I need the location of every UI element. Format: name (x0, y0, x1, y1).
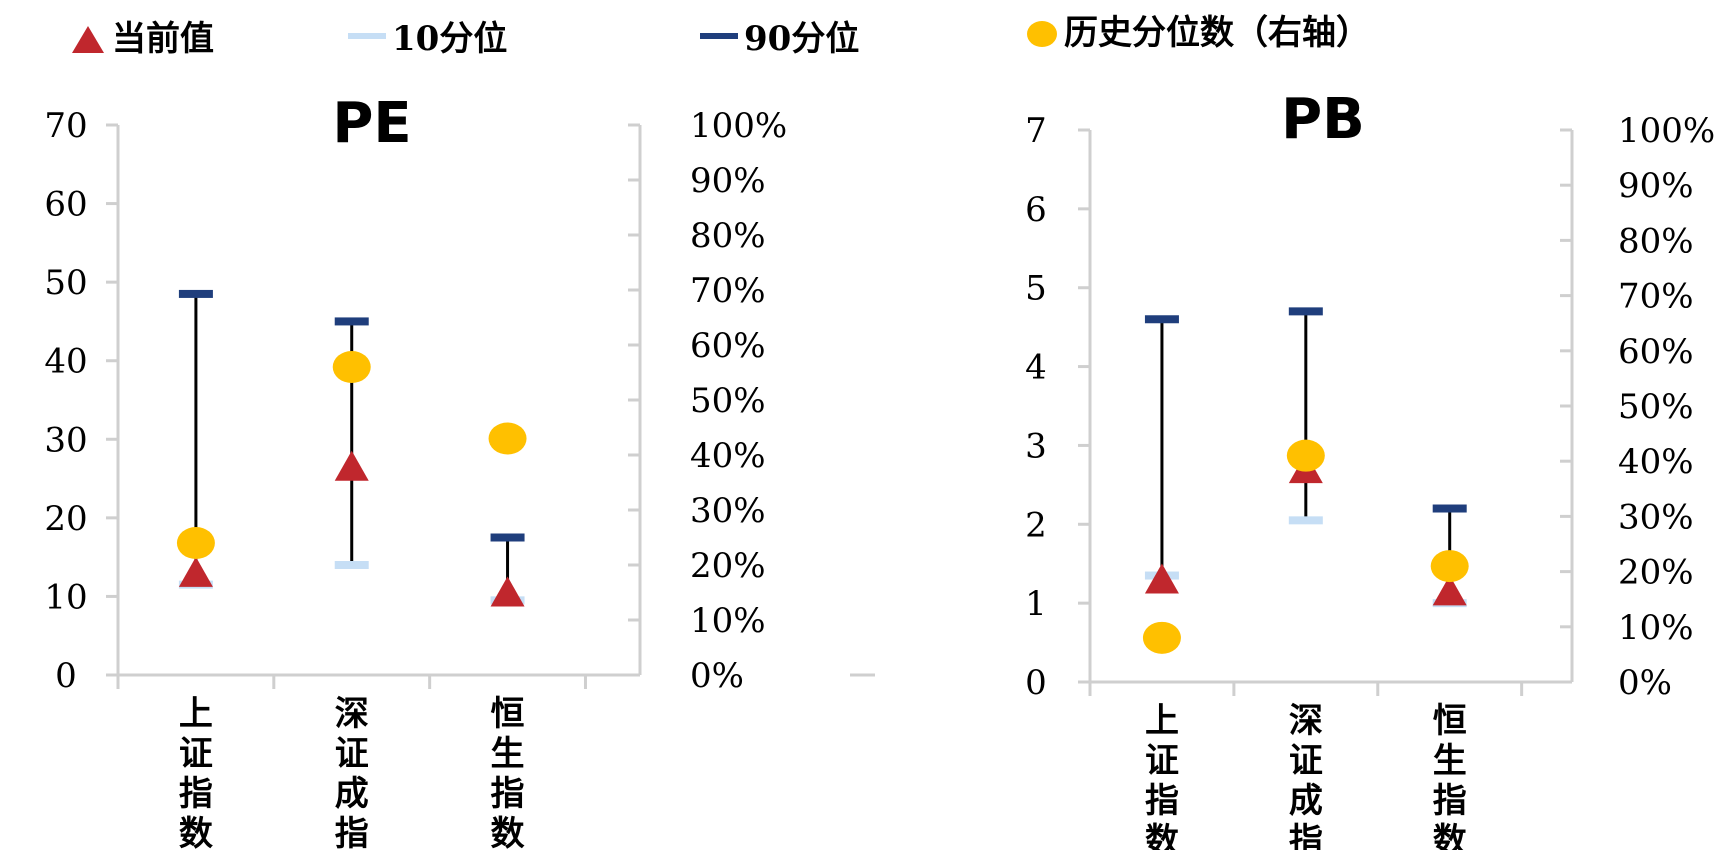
legend-label-p10: 10分位 (392, 19, 507, 59)
right-tick-label: 30% (690, 491, 766, 531)
chart-title: PB (1281, 87, 1365, 152)
current-value-marker (334, 450, 369, 481)
left-tick-label: 40 (44, 342, 87, 382)
right-tick-label: 50% (690, 381, 766, 421)
chart-panel-pb: PB012345670%10%20%30%40%50%60%70%80%90%1… (1025, 87, 1715, 850)
right-tick-label: 30% (1618, 497, 1694, 537)
right-tick-label: 70% (690, 271, 766, 311)
right-tick-label: 70% (1618, 277, 1694, 317)
right-tick-label: 20% (1618, 553, 1694, 593)
category-label: 深证成指 (1289, 701, 1323, 850)
left-tick-label: 30 (44, 420, 87, 460)
left-tick-label: 5 (1025, 269, 1047, 309)
p10-mark (334, 561, 369, 569)
p10-mark (1288, 516, 1323, 525)
legend: 当前值 10分位 90分位 历史分位数（右轴） (72, 13, 1370, 59)
right-tick-label: 50% (1618, 387, 1694, 427)
hist-percentile-marker (1430, 550, 1469, 583)
legend-label-p90: 90分位 (744, 19, 859, 59)
right-tick-label: 100% (1618, 111, 1715, 151)
category-label: 深证成指 (335, 694, 369, 850)
legend-p10-swatch (348, 33, 386, 39)
legend-label-current: 当前值 (112, 19, 214, 59)
right-tick-label: 0% (690, 656, 744, 696)
left-tick-label: 70 (44, 106, 87, 146)
chart-panel-pe: PE 0 10 20 30 40 50 60 70 0% 10% 20% 30% 40% 50% 60% 70%… (44, 91, 875, 850)
chart-title: PE (332, 91, 411, 156)
current-value-marker (1144, 563, 1179, 594)
left-tick-label: 60 (44, 185, 87, 225)
right-tick-label: 90% (1618, 166, 1694, 206)
legend-triangle-icon (72, 26, 104, 53)
p90-mark (178, 289, 213, 298)
right-tick-label: 10% (690, 601, 766, 641)
right-tick-label: 0% (1618, 663, 1672, 703)
p90-mark (1432, 504, 1467, 513)
left-tick-label: 0 (55, 656, 77, 696)
right-tick-label: 40% (690, 436, 766, 476)
right-tick-label: 90% (690, 161, 766, 201)
legend-item-hist: 历史分位数（右轴） (1027, 13, 1370, 53)
right-tick-label: 100% (690, 106, 787, 146)
left-tick-label: 20 (44, 499, 87, 539)
chart-panels: PE0102030405060700%10%20%30%40%50%60%70%… (44, 87, 1715, 850)
hist-percentile-marker (176, 527, 215, 559)
current-value-marker (490, 576, 525, 607)
p90-mark (334, 317, 369, 326)
legend-item-p10: 10分位 (348, 19, 507, 59)
category-label: 恒生指数 (491, 694, 525, 850)
legend-item-current: 当前值 (72, 19, 214, 59)
left-tick-label: 1 (1025, 584, 1047, 624)
category-label: 恒生指数 (1433, 701, 1467, 850)
hist-percentile-marker (488, 422, 527, 455)
p90-mark (490, 533, 525, 542)
current-value-marker (1432, 575, 1467, 606)
left-tick-label: 3 (1025, 426, 1047, 466)
left-tick-label: 6 (1025, 190, 1047, 230)
left-tick-label: 10 (44, 577, 87, 617)
left-tick-label: 50 (44, 263, 87, 303)
left-tick-label: 0 (1025, 663, 1047, 703)
category-label: 上证指数 (1145, 701, 1179, 850)
right-tick-label: 80% (690, 216, 766, 256)
legend-label-hist: 历史分位数（右轴） (1064, 13, 1370, 53)
left-tick-label: 4 (1025, 348, 1047, 388)
right-tick-label: 10% (1618, 608, 1694, 648)
hist-percentile-marker (1286, 439, 1325, 472)
right-tick-label: 80% (1618, 221, 1694, 261)
left-tick-label: 7 (1025, 111, 1047, 151)
category-label: 上证指数 (179, 694, 213, 850)
p90-mark (1144, 315, 1179, 324)
left-tick-label: 2 (1025, 505, 1047, 545)
hist-percentile-marker (332, 351, 371, 383)
right-tick-label: 60% (1618, 332, 1694, 372)
right-tick-label: 40% (1618, 442, 1694, 482)
right-tick-label: 20% (690, 546, 766, 586)
current-value-marker (178, 556, 213, 587)
legend-item-p90: 90分位 (700, 19, 859, 59)
legend-p90-swatch (700, 33, 738, 39)
hist-percentile-marker (1142, 621, 1181, 654)
right-tick-label: 60% (690, 326, 766, 366)
legend-circle-icon (1027, 21, 1057, 47)
p90-mark (1288, 307, 1323, 316)
